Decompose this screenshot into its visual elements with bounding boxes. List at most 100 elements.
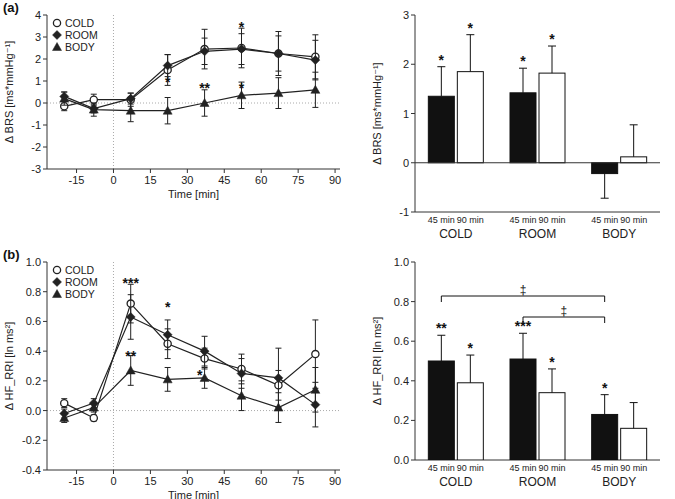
y-tick — [411, 162, 415, 163]
x-tick-label: 75 — [292, 174, 304, 186]
x-tick-label: 0 — [110, 475, 116, 487]
x-tick — [335, 169, 336, 173]
legend-marker — [53, 290, 62, 298]
error-bar — [630, 403, 638, 429]
data-point — [311, 85, 320, 93]
data-group — [60, 284, 320, 427]
y-tick-label: 2 — [403, 58, 409, 70]
bar-sublabel: 90 min — [457, 215, 484, 225]
y-tick-label: 1 — [35, 75, 41, 87]
data-point — [60, 414, 69, 422]
y-tick-label: 0.8 — [26, 286, 41, 298]
y-axis-label: Δ BRS [ms*mmHg⁻¹] — [3, 41, 15, 143]
bar — [539, 73, 565, 163]
bar — [428, 96, 454, 162]
data-group — [60, 28, 320, 124]
x-axis-label: Time [min] — [168, 188, 219, 200]
data-point — [237, 45, 246, 54]
y-tick-label: 0 — [35, 97, 41, 109]
y-axis — [47, 262, 48, 470]
x-tick-label: 30 — [181, 475, 193, 487]
legend: COLDROOMBODY — [53, 17, 98, 53]
x-tick-label: 45 — [218, 174, 230, 186]
significance: * — [602, 380, 608, 396]
y-tick-label: -0.4 — [22, 464, 41, 476]
bar — [539, 393, 565, 460]
significance: * — [439, 52, 445, 68]
y-tick-label: -0.2 — [22, 434, 41, 446]
y-tick — [43, 103, 47, 104]
error-bar — [601, 174, 609, 199]
x-tick-label: 15 — [144, 174, 156, 186]
data-point — [126, 312, 135, 321]
y-tick-label: 1 — [403, 108, 409, 120]
x-axis-label: Time [min] — [168, 489, 219, 499]
y-tick — [43, 440, 47, 441]
y-axis — [415, 262, 416, 460]
x-axis — [47, 169, 340, 170]
data-point — [237, 391, 246, 399]
bar-sublabel: 45 min — [428, 463, 455, 473]
bar — [621, 428, 647, 460]
legend-label: COLD — [65, 264, 95, 276]
x-tick-label: 0 — [110, 174, 116, 186]
data-point — [274, 49, 283, 58]
x-tick-label: 60 — [255, 475, 267, 487]
y-tick-label: 0.0 — [26, 405, 41, 417]
data-point — [311, 56, 320, 65]
error-bar — [548, 46, 556, 73]
y-tick — [43, 125, 47, 126]
bar-sublabel: 90 min — [620, 463, 647, 473]
error-bar — [437, 67, 445, 97]
y-tick — [411, 212, 415, 213]
bar-sublabel: 90 min — [538, 463, 565, 473]
x-tick — [113, 169, 114, 173]
bar — [457, 383, 483, 460]
data-point — [200, 347, 209, 356]
significance: * — [549, 31, 555, 47]
bar-sublabel: 45 min — [509, 463, 536, 473]
x-tick-label: ROOM — [519, 227, 556, 241]
x-tick-label: 60 — [255, 174, 267, 186]
data-point — [163, 375, 172, 383]
annotation: * — [239, 80, 245, 96]
bar — [510, 359, 536, 460]
data-point — [90, 96, 97, 103]
bar-panel: -10123Δ BRS [ms*mmHg⁻¹]****45 min90 minC… — [371, 9, 660, 241]
legend-label: ROOM — [65, 29, 98, 41]
legend-marker — [53, 278, 62, 287]
y-tick — [43, 37, 47, 38]
bar-sublabel: 90 min — [620, 215, 647, 225]
legend-label: BODY — [65, 288, 95, 300]
line-panel: -3-2-101234Δ BRS [ms*mmHg⁻¹]-15015304560… — [3, 0, 341, 200]
data-point — [274, 403, 283, 411]
error-bar — [466, 355, 474, 383]
bar-sublabel: 45 min — [591, 215, 618, 225]
y-tick-label: 0.2 — [26, 375, 41, 387]
x-tick — [150, 470, 151, 474]
y-tick — [411, 460, 415, 461]
y-tick — [43, 169, 47, 170]
y-axis — [47, 15, 48, 169]
bar — [510, 93, 536, 163]
y-tick — [411, 15, 415, 16]
zero-line — [415, 162, 660, 163]
x-tick — [335, 470, 336, 474]
x-tick — [224, 169, 225, 173]
y-axis-label: Δ HF_RRI [ln ms²] — [371, 317, 383, 406]
bracket-label: ‡ — [560, 304, 567, 318]
data-point — [163, 61, 172, 70]
error-bar — [61, 399, 67, 408]
data-group — [428, 35, 646, 199]
y-tick — [43, 470, 47, 471]
zero-x-line — [113, 15, 114, 169]
data-point — [163, 330, 172, 339]
y-tick-label: 0.4 — [26, 345, 41, 357]
x-tick-label: 90 — [329, 174, 341, 186]
y-tick — [43, 291, 47, 292]
annotation: * — [239, 19, 245, 35]
y-tick — [411, 301, 415, 302]
bar — [621, 157, 647, 163]
y-tick-label: -2 — [31, 141, 41, 153]
significance: * — [468, 340, 474, 356]
